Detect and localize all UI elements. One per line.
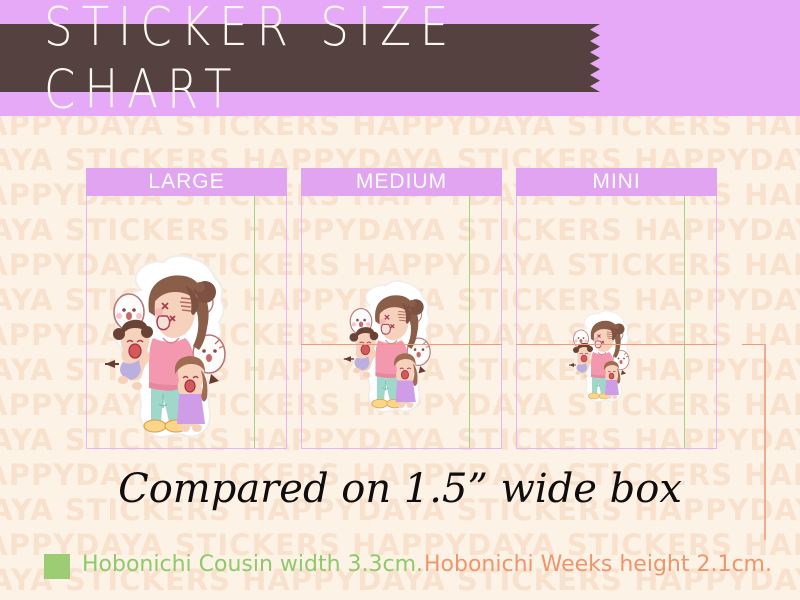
weeks-height-bracket-top	[742, 344, 766, 345]
column-header-medium: MEDIUM	[301, 168, 502, 196]
sticker-mini	[565, 306, 715, 448]
cousin-width-guide-medium	[469, 196, 470, 448]
column-label-large: LARGE	[148, 170, 225, 193]
title-banner: STICKER SIZE CHART	[0, 0, 600, 121]
legend-cousin-label: Hobonichi Cousin width 3.3cm.	[82, 552, 424, 577]
weeks-height-bracket-vertical	[764, 344, 766, 540]
box-body-mini	[516, 196, 717, 449]
sticker-medium	[338, 274, 488, 448]
cousin-color-swatch	[44, 554, 70, 579]
sticker-large	[97, 246, 247, 448]
weeks-height-guide-mini	[516, 344, 717, 345]
box-body-large	[86, 196, 287, 449]
column-label-medium: MEDIUM	[355, 170, 448, 193]
caption-text: Compared on 1.5” wide box	[118, 466, 682, 512]
comparison-boxes: LARGE	[0, 168, 800, 458]
column-medium: MEDIUM	[301, 168, 502, 449]
column-header-large: LARGE	[86, 168, 287, 196]
column-header-mini: MINI	[516, 168, 717, 196]
column-label-mini: MINI	[592, 170, 641, 193]
column-large: LARGE	[86, 168, 287, 449]
box-body-medium	[301, 196, 502, 449]
cousin-width-guide-large	[254, 196, 255, 448]
page-title: STICKER SIZE CHART	[44, 0, 458, 121]
weeks-height-guide-medium	[301, 344, 502, 345]
banner-body	[0, 24, 588, 92]
column-mini: MINI	[516, 168, 717, 449]
cousin-width-guide-mini	[684, 196, 685, 448]
legend: Hobonichi Cousin width 3.3cm. Hobonichi …	[0, 548, 800, 588]
banner-zigzag-edge	[586, 24, 600, 92]
legend-weeks-label: Hobonichi Weeks height 2.1cm.	[424, 552, 772, 577]
